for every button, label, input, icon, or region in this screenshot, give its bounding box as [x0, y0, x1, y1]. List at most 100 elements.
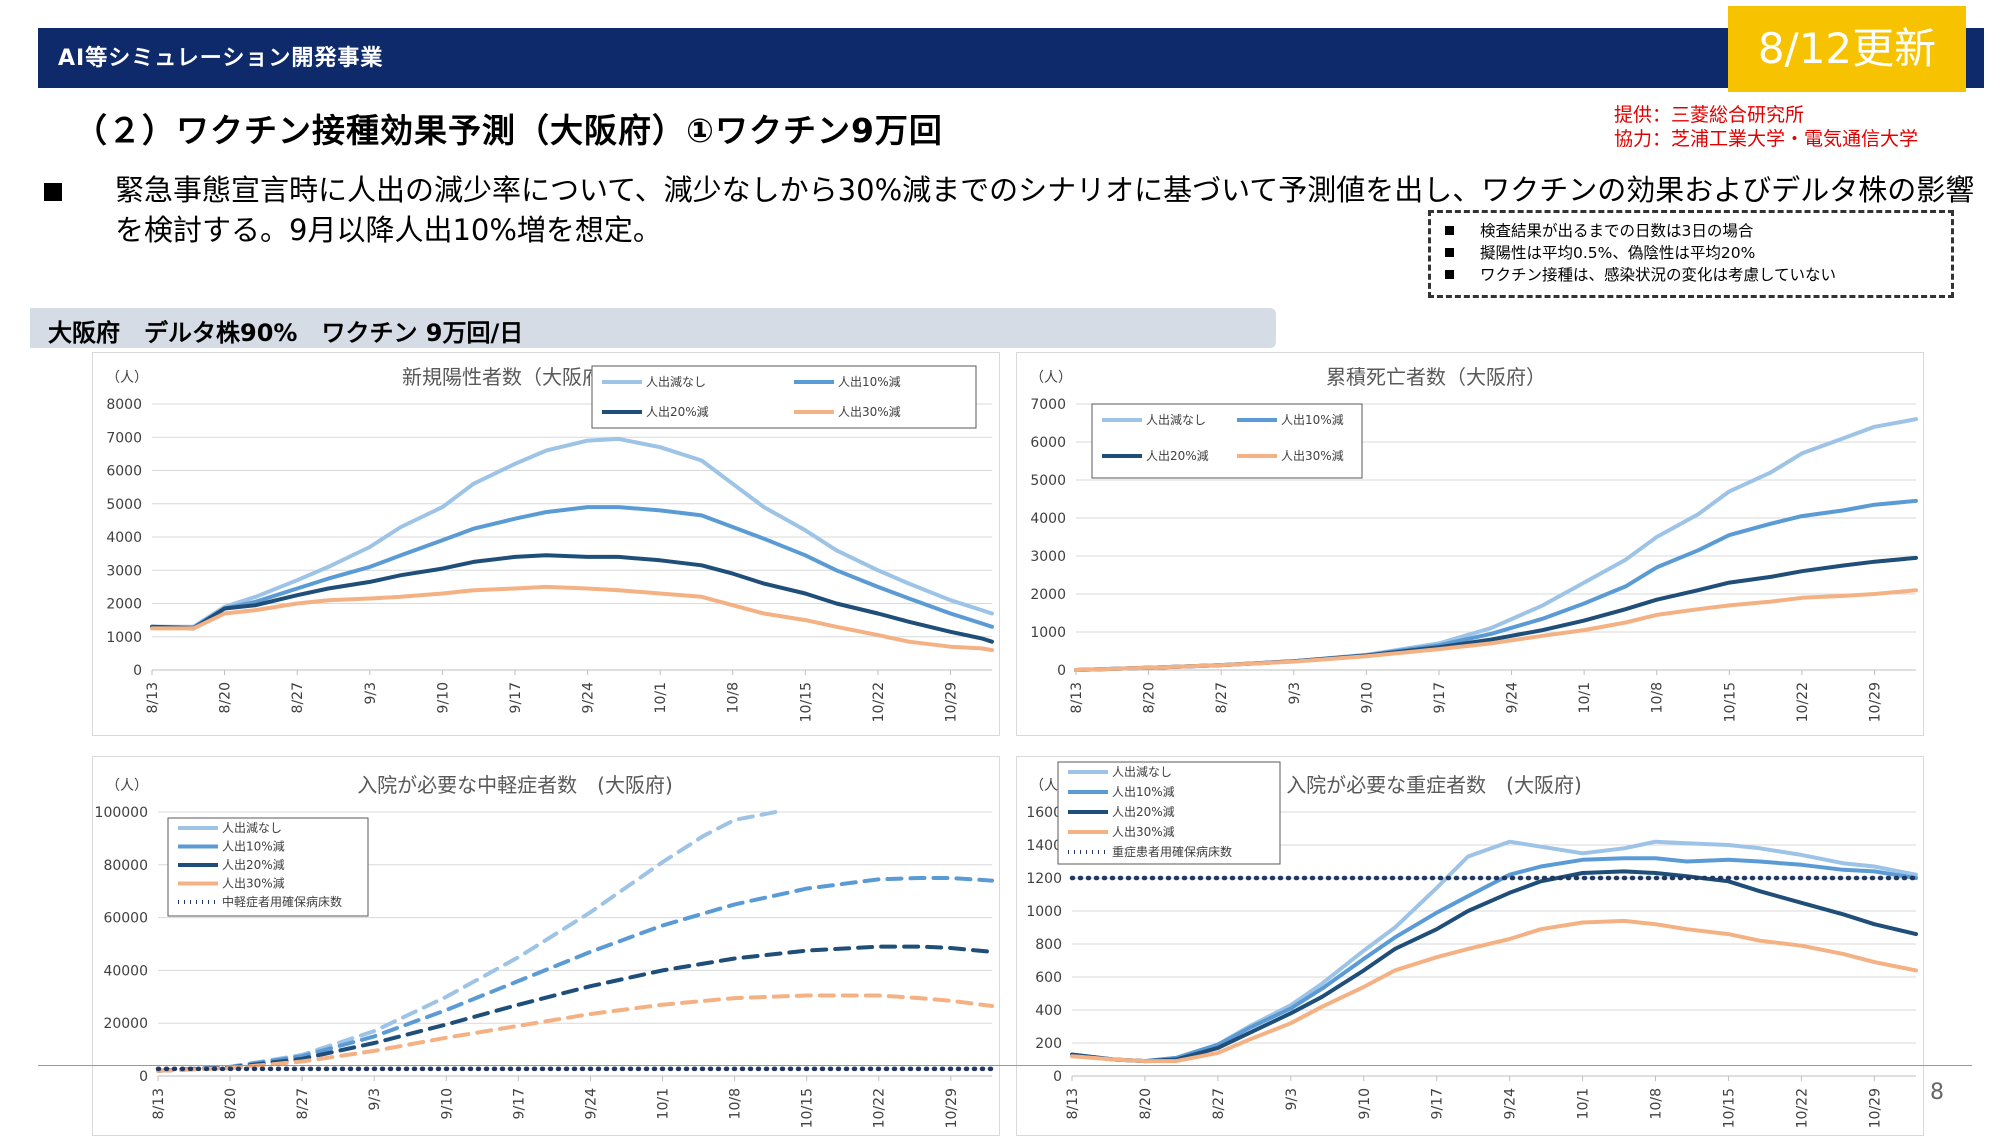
x-tick-label: 9/24	[1503, 1088, 1519, 1120]
chart-title: 入院が必要な中軽症者数 (大阪府)	[357, 773, 673, 797]
legend-label: 人出20%減	[1146, 448, 1209, 463]
x-tick-label: 8/20	[223, 1088, 239, 1119]
y-tick-label: 40000	[103, 963, 148, 979]
x-tick-label: 9/10	[439, 1088, 455, 1119]
x-tick-label: 8/20	[1138, 1088, 1154, 1119]
x-tick-label: 8/27	[1211, 1088, 1227, 1119]
legend-box	[591, 365, 977, 429]
note-item: 検査結果が出るまでの日数は3日の場合	[1445, 220, 1951, 242]
x-tick-label: 10/8	[726, 682, 742, 713]
bullet-square-icon	[44, 183, 62, 201]
x-tick-label: 10/22	[871, 682, 887, 722]
unit-label: （人）	[106, 778, 148, 794]
x-tick-label: 10/8	[1649, 1088, 1665, 1119]
y-tick-label: 2000	[106, 597, 142, 613]
y-tick-label: 100000	[95, 805, 148, 821]
y-tick-label: 1000	[1030, 625, 1066, 641]
y-tick-label: 400	[1035, 1003, 1062, 1019]
series-line	[156, 993, 994, 1073]
y-tick-label: 6000	[106, 464, 142, 480]
series-line	[1070, 918, 1918, 1064]
x-tick-label: 8/20	[218, 682, 234, 713]
legend-label: 人出20%減	[646, 404, 709, 419]
note-item: 擬陽性は平均0.5%、偽陰性は平均20%	[1445, 242, 1951, 264]
y-tick-label: 0	[1057, 663, 1066, 679]
y-tick-label: 4000	[1030, 511, 1066, 527]
legend-label: 人出減なし	[222, 820, 282, 835]
bullet-square-icon	[1445, 248, 1454, 257]
chart-cumulative-deaths: 0 1000 2000 3000 4000 5000 6000 7000 8/13 8/20 8/2…	[1016, 352, 1924, 736]
y-tick-label: 0	[133, 663, 142, 679]
y-tick-label: 800	[1035, 937, 1062, 953]
header-bar	[38, 28, 1984, 88]
page-title: （２）ワクチン接種効果予測（大阪府）①ワクチン9万回	[74, 111, 943, 150]
y-tick-label: 5000	[106, 497, 142, 513]
y-tick-label: 80000	[103, 858, 148, 874]
legend-label: 人出減なし	[1146, 412, 1206, 427]
x-tick-label: 10/15	[800, 1088, 816, 1128]
legend-label: 人出10%減	[1281, 412, 1344, 427]
x-tick-label: 8/13	[1069, 682, 1085, 713]
scenario-label: 大阪府 デルタ株90% ワクチン 9万回/日	[48, 319, 524, 347]
y-tick-label: 0	[139, 1069, 148, 1085]
y-tick-label: 1200	[1026, 871, 1062, 887]
x-tick-label: 10/15	[798, 682, 814, 722]
note-text: ワクチン接種は、感染状況の変化は考慮していない	[1480, 266, 1837, 284]
series-line	[156, 876, 994, 1073]
series-line	[150, 505, 994, 630]
note-text: 検査結果が出るまでの日数は3日の場合	[1480, 222, 1754, 240]
unit-label: （人）	[106, 370, 148, 386]
credit-cooperation: 協力：芝浦工業大学・電気通信大学	[1614, 128, 1919, 150]
x-tick-label: 10/29	[1867, 1088, 1883, 1128]
legend-label: 人出20%減	[222, 857, 285, 872]
y-tick-label: 4000	[106, 530, 142, 546]
x-tick-label: 9/3	[1287, 682, 1303, 705]
y-tick-label: 5000	[1030, 473, 1066, 489]
x-tick-label: 9/17	[508, 682, 524, 713]
legend-label: 人出30%減	[1112, 824, 1175, 839]
credit-provider: 提供：三菱総合研究所	[1614, 104, 1805, 126]
scenario-bar	[30, 308, 1276, 348]
x-tick-label: 10/22	[872, 1088, 888, 1128]
legend-label: 中軽症者用確保病床数	[222, 894, 342, 909]
x-tick-label: 10/22	[1795, 682, 1811, 722]
series-line	[1074, 588, 1918, 672]
series-line	[1070, 869, 1918, 1064]
x-tick-label: 10/22	[1794, 1088, 1810, 1128]
legend-label: 人出30%減	[222, 876, 285, 891]
x-tick-label: 9/10	[1359, 682, 1375, 713]
note-item: ワクチン接種は、感染状況の変化は考慮していない	[1445, 264, 1951, 286]
x-tick-label: 9/24	[1505, 682, 1521, 714]
x-tick-label: 9/3	[367, 1088, 383, 1111]
x-tick-label: 10/1	[1577, 682, 1593, 713]
x-tick-label: 9/3	[1284, 1088, 1300, 1111]
y-tick-label: 8000	[106, 397, 142, 413]
x-tick-label: 10/29	[944, 1088, 960, 1128]
y-tick-label: 3000	[1030, 549, 1066, 565]
x-tick-label: 9/24	[583, 1088, 599, 1120]
x-tick-label: 8/13	[145, 682, 161, 713]
legend-label: 人出10%減	[222, 839, 285, 854]
y-tick-label: 1600	[1026, 805, 1062, 821]
x-tick-label: 10/15	[1722, 682, 1738, 722]
series-line	[1070, 856, 1918, 1064]
y-tick-label: 6000	[1030, 435, 1066, 451]
unit-label: （人）	[1030, 370, 1072, 386]
legend-box	[1091, 403, 1363, 479]
x-tick-label: 9/17	[511, 1088, 527, 1119]
note-text: 擬陽性は平均0.5%、偽陰性は平均20%	[1480, 244, 1756, 262]
chart-new-positive: 0 1000 2000 3000 4000 5000 6000 7000 8000 8/13 8/2…	[92, 352, 1000, 736]
y-tick-label: 600	[1035, 970, 1062, 986]
y-tick-label: 20000	[103, 1016, 148, 1032]
legend-label: 人出30%減	[1281, 448, 1344, 463]
series-line	[150, 436, 994, 629]
notes-box: 検査結果が出るまでの日数は3日の場合 擬陽性は平均0.5%、偽陰性は平均20% …	[1428, 210, 1954, 298]
legend-label: 重症患者用確保病床数	[1112, 844, 1232, 859]
x-tick-label: 8/13	[151, 1088, 167, 1119]
header-title: AI等シミュレーション開発事業	[58, 46, 384, 71]
legend-label: 人出減なし	[646, 374, 706, 389]
chart-title: 新規陽性者数（大阪府）	[402, 365, 622, 389]
y-tick-label: 0	[1053, 1069, 1062, 1085]
x-tick-label: 9/10	[435, 682, 451, 713]
y-tick-label: 7000	[1030, 397, 1066, 413]
